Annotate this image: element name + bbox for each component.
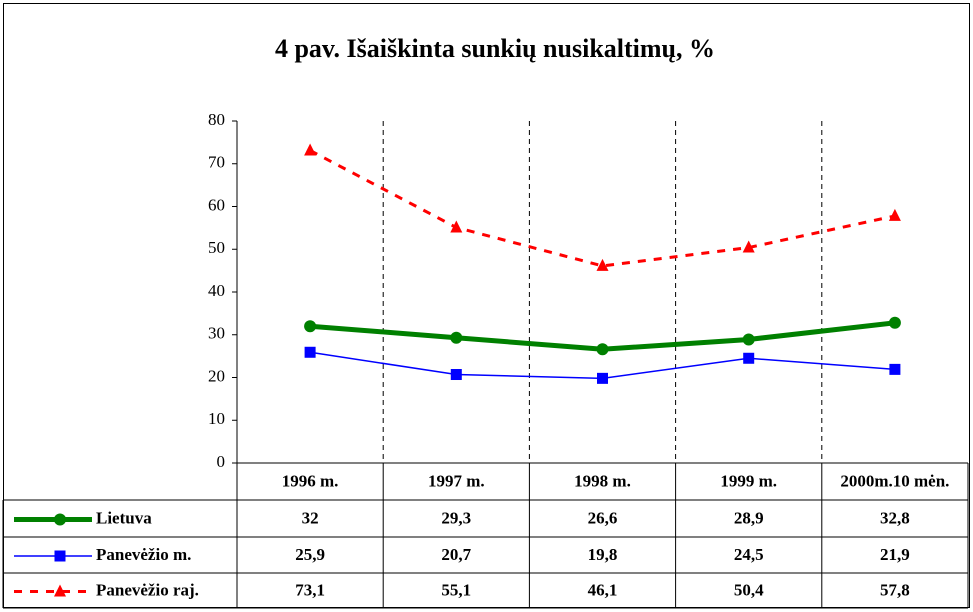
- legend-label: Panevėžio raj.: [96, 580, 199, 599]
- point: [450, 220, 463, 233]
- point: [889, 363, 901, 375]
- y-tick-label: 10: [208, 409, 225, 428]
- data-label: 57,8: [880, 580, 910, 599]
- y-tick-label: 20: [208, 366, 225, 385]
- point: [888, 316, 901, 329]
- data-label: 26,6: [588, 508, 618, 527]
- point: [304, 143, 317, 156]
- point: [888, 208, 901, 221]
- data-label: 21,9: [880, 545, 910, 564]
- x-tick-label: 1998 m.: [574, 471, 631, 490]
- data-label: 20,7: [441, 545, 471, 564]
- point: [304, 346, 316, 358]
- y-tick-label: 80: [208, 110, 225, 129]
- legend-label: Lietuva: [96, 508, 152, 527]
- data-label: 46,1: [588, 580, 618, 599]
- chart-title: 4 pav. Išaiškinta sunkių nusikaltimų, %: [275, 34, 715, 63]
- point: [54, 550, 66, 562]
- series-line: [309, 149, 896, 268]
- data-label: 19,8: [588, 545, 618, 564]
- point: [596, 258, 609, 271]
- x-tick-label: 2000m.10 mėn.: [840, 471, 949, 490]
- point: [597, 372, 608, 384]
- x-tick-label: 1999 m.: [720, 471, 777, 490]
- data-label: 25,9: [295, 545, 325, 564]
- data-label: 55,1: [441, 580, 471, 599]
- chart-border: [3, 3, 970, 608]
- data-label: 32: [302, 508, 319, 527]
- x-tick-label: 1996 m.: [282, 471, 339, 490]
- y-tick-label: 50: [208, 238, 225, 257]
- data-label: 32,8: [880, 508, 910, 527]
- y-tick-label: 40: [208, 281, 225, 300]
- point: [304, 320, 317, 333]
- legend-label: Panevėžio m.: [96, 545, 191, 564]
- data-label: 28,9: [734, 508, 764, 527]
- data-label: 50,4: [734, 580, 764, 599]
- point: [54, 584, 66, 597]
- y-tick-label: 0: [217, 452, 226, 471]
- point: [743, 352, 755, 364]
- y-tick-label: 70: [208, 153, 225, 172]
- point: [742, 333, 755, 346]
- data-label: 29,3: [441, 508, 471, 527]
- point: [450, 331, 463, 344]
- data-label: 73,1: [295, 580, 325, 599]
- x-tick-label: 1997 m.: [428, 471, 485, 490]
- point: [450, 369, 462, 381]
- y-tick-label: 30: [208, 324, 225, 343]
- data-label: 24,5: [734, 545, 764, 564]
- point: [742, 240, 755, 253]
- point: [54, 513, 66, 526]
- y-tick-label: 60: [208, 195, 225, 214]
- point: [596, 343, 609, 356]
